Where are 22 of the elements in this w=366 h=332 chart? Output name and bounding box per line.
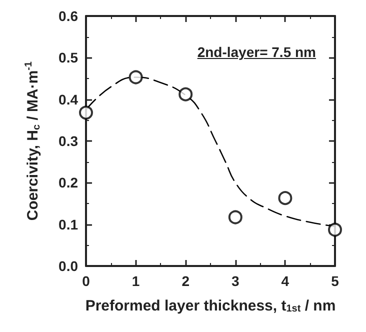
y-axis-title: Coercivity, Hc / MA·m-1 [24, 60, 42, 221]
point [228, 210, 242, 224]
y-tick-label: 0.5 [58, 50, 78, 66]
x-tick-label: 3 [232, 273, 240, 289]
y-tick-label: 0.4 [58, 91, 78, 108]
point [79, 106, 93, 120]
x-axis-title: Preformed layer thickness, t1st / nm [85, 298, 336, 314]
x-tick-label: 4 [281, 273, 290, 289]
x-tick-label: 2 [182, 273, 190, 289]
x-tick-label: 0 [82, 273, 90, 289]
y-tick-label: 0.3 [58, 133, 78, 149]
point [278, 191, 292, 206]
point [178, 87, 193, 102]
y-tick-label: 0.2 [58, 174, 78, 191]
x-tick-label: 1 [132, 273, 140, 289]
point [128, 70, 143, 84]
y-tick-label: 0.1 [58, 216, 78, 232]
y-tick-label: 0.0 [58, 258, 78, 274]
x-tick-label: 5 [331, 273, 340, 289]
annotation: 2nd-layer= 7.5 nm [197, 44, 316, 60]
point [328, 222, 342, 237]
y-tick-label: 0.6 [58, 8, 78, 24]
